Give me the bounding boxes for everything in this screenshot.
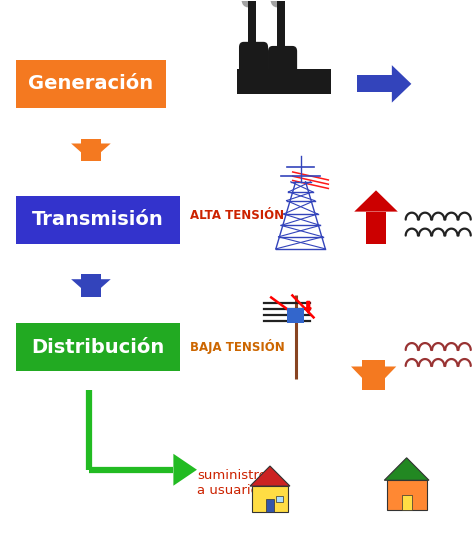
Bar [276, 495, 283, 502]
FancyBboxPatch shape [16, 60, 166, 108]
Bar [362, 360, 385, 390]
Circle shape [242, 0, 254, 7]
Bar [237, 70, 331, 94]
Polygon shape [384, 458, 429, 480]
Polygon shape [354, 190, 398, 212]
Bar [265, 499, 274, 513]
Bar [277, 1, 285, 53]
Text: Generación: Generación [28, 74, 154, 94]
Bar [310, 83, 331, 94]
Bar [287, 308, 304, 323]
Bar [402, 495, 411, 510]
Polygon shape [71, 279, 111, 297]
FancyArrow shape [305, 301, 311, 313]
Circle shape [271, 0, 283, 7]
Polygon shape [351, 366, 396, 390]
Text: BAJA TENSIÓN: BAJA TENSIÓN [190, 339, 284, 354]
Text: ALTA TENSIÓN: ALTA TENSIÓN [190, 209, 284, 223]
Polygon shape [173, 454, 197, 486]
Polygon shape [392, 65, 411, 103]
FancyBboxPatch shape [239, 42, 268, 85]
Polygon shape [250, 466, 290, 486]
Bar [252, 486, 288, 513]
Text: Distribución: Distribución [31, 338, 164, 357]
FancyBboxPatch shape [16, 196, 181, 243]
FancyBboxPatch shape [16, 323, 181, 371]
Bar [297, 70, 315, 88]
Polygon shape [71, 143, 111, 161]
Bar [81, 139, 101, 161]
FancyBboxPatch shape [268, 46, 297, 85]
Bar [248, 1, 256, 53]
Bar [387, 480, 427, 510]
Bar [366, 212, 386, 243]
Bar [81, 274, 101, 297]
Bar [357, 75, 392, 93]
Text: suministro
a usuarios: suministro a usuarios [197, 469, 267, 497]
Text: Transmisión: Transmisión [32, 210, 164, 229]
